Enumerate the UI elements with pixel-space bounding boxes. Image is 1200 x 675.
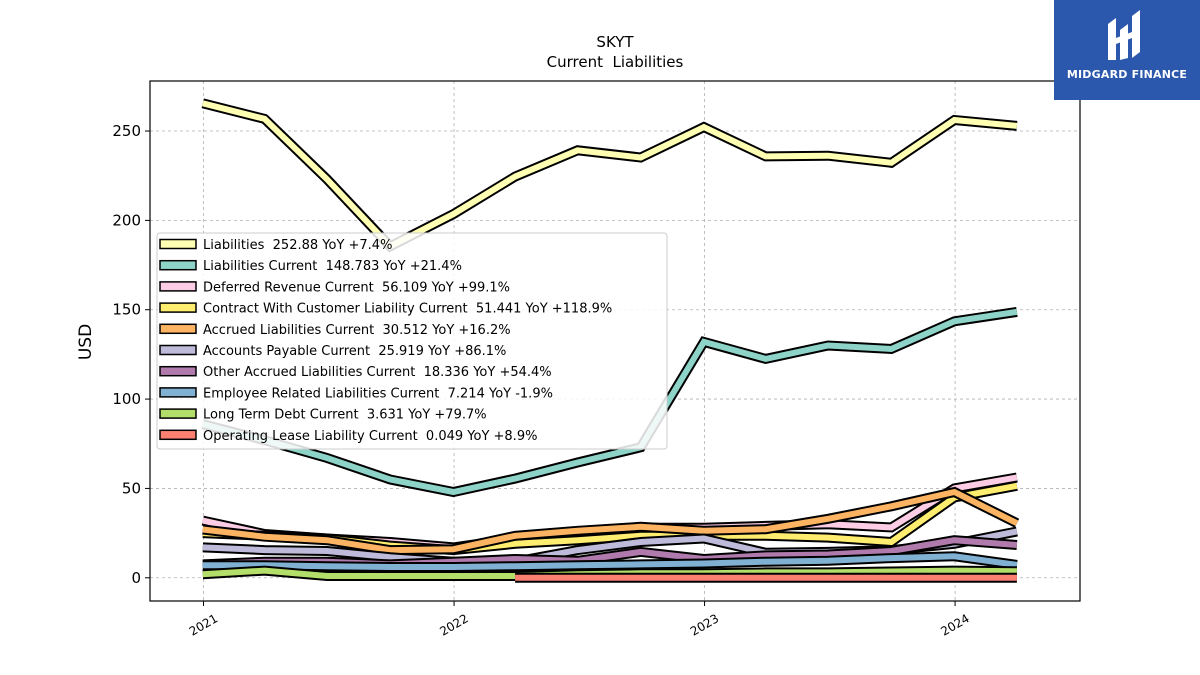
chart-title: SKYT <box>596 33 634 51</box>
plot-frame <box>149 80 1081 602</box>
legend-label: Other Accrued Liabilities Current 18.336… <box>203 365 552 380</box>
y-axis-label: USD <box>76 324 96 360</box>
legend-label: Operating Lease Liability Current 0.049 … <box>203 429 537 444</box>
legend-label: Liabilities Current 148.783 YoY +21.4% <box>203 259 462 274</box>
legend-swatch <box>159 281 197 292</box>
legend-swatch <box>159 387 197 398</box>
legend-swatch <box>159 365 197 377</box>
legend-entry: Employee Related Liabilities Current 7.2… <box>159 386 553 401</box>
legend-entry: Accounts Payable Current 25.919 YoY +86.… <box>159 344 506 359</box>
legend-entry: Other Accrued Liabilities Current 18.336… <box>159 365 552 380</box>
logo-mark-icon <box>1108 10 1140 60</box>
series-line-4 <box>202 486 1020 556</box>
legend-swatch <box>159 408 197 419</box>
series-line-1 <box>201 306 1018 498</box>
series-line-0 <box>201 98 1018 253</box>
legend-label: Contract With Customer Liability Current… <box>203 302 612 317</box>
series-line-7 <box>202 551 1018 572</box>
legend-label: Deferred Revenue Current 56.109 YoY +99.… <box>203 280 510 295</box>
legend-label: Long Term Debt Current 3.631 YoY +79.7% <box>203 408 487 423</box>
legend-entry: Operating Lease Liability Current 0.049 … <box>159 429 537 444</box>
y-tick-label: 50 <box>122 479 141 497</box>
brand-logo: MIDGARD FINANCE <box>1054 0 1200 100</box>
legend-entry: Long Term Debt Current 3.631 YoY +79.7% <box>159 408 487 423</box>
x-tick-label: 2022 <box>437 611 470 638</box>
legend-swatch <box>159 238 197 250</box>
x-tick-label: 2021 <box>187 611 220 638</box>
legend-label: Accrued Liabilities Current 30.512 YoY +… <box>203 323 511 338</box>
legend-entry: Deferred Revenue Current 56.109 YoY +99.… <box>159 280 510 295</box>
chart-subtitle: Current Liabilities <box>547 53 684 71</box>
legend-swatch <box>159 302 197 313</box>
y-tick-label: 100 <box>112 390 141 408</box>
legend-entry: Liabilities 252.88 YoY +7.4% <box>159 238 392 253</box>
legend-entry: Contract With Customer Liability Current… <box>159 302 612 317</box>
y-tick-label: 150 <box>112 301 141 319</box>
legend-label: Liabilities 252.88 YoY +7.4% <box>203 238 392 253</box>
x-tick-label: 2023 <box>688 611 721 638</box>
logo-text: MIDGARD FINANCE <box>1066 68 1188 81</box>
legend-label: Employee Related Liabilities Current 7.2… <box>203 386 553 401</box>
y-tick-label: 200 <box>112 211 141 229</box>
y-tick-label: 250 <box>112 122 141 140</box>
legend-swatch <box>159 429 197 441</box>
y-tick-label: 0 <box>131 569 141 587</box>
legend-swatch <box>159 344 197 356</box>
legend-entry: Liabilities Current 148.783 YoY +21.4% <box>159 259 462 274</box>
legend-swatch <box>159 323 197 335</box>
legend-box <box>156 232 668 450</box>
legend-label: Accounts Payable Current 25.919 YoY +86.… <box>203 344 506 359</box>
legend-swatch <box>159 259 197 271</box>
legend-entry: Accrued Liabilities Current 30.512 YoY +… <box>159 323 511 338</box>
x-tick-label: 2024 <box>938 611 971 638</box>
